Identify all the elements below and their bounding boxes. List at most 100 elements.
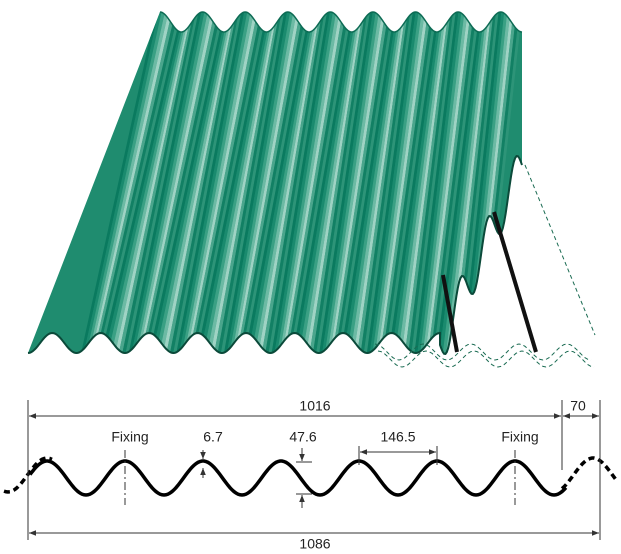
stripe: [349, 12, 411, 354]
sheet-top-edge: [159, 11, 523, 33]
stripe: [204, 12, 283, 354]
stripe: [140, 12, 227, 354]
stripe: [125, 12, 214, 354]
stripe: [428, 12, 480, 354]
profile-drawing: [3, 400, 618, 540]
support: [441, 274, 459, 353]
stripe: [86, 12, 179, 354]
stripe: [292, 12, 360, 354]
stripe: [155, 12, 240, 354]
stripe: [325, 12, 389, 354]
stripe: [83, 12, 176, 354]
stripe: [222, 12, 299, 354]
stripe: [213, 12, 291, 354]
stripe: [68, 12, 163, 354]
stripe: [128, 12, 216, 354]
fixing-label: Fixing: [111, 429, 148, 445]
stripe: [234, 12, 310, 354]
stripe: [240, 12, 315, 354]
stripe: [195, 12, 275, 354]
stripe: [101, 12, 192, 354]
stripe: [219, 12, 296, 354]
fixing-label: Fixing: [501, 429, 538, 445]
stripe: [286, 12, 355, 354]
dimension-label: 47.6: [289, 429, 316, 445]
stripe: [107, 12, 198, 354]
stripe: [258, 12, 331, 354]
stripe: [249, 12, 323, 354]
stripe: [149, 12, 235, 354]
stripe: [343, 12, 405, 354]
stripes: [68, 12, 522, 354]
stripe: [307, 12, 373, 354]
stripe: [255, 12, 328, 354]
stripe: [358, 12, 419, 354]
stripe: [134, 12, 222, 354]
stripe: [77, 12, 171, 354]
stripe: [431, 12, 483, 354]
stripe: [80, 12, 174, 354]
stripe: [422, 12, 475, 354]
stripe: [328, 12, 392, 354]
stripe: [370, 12, 429, 354]
stripe: [346, 12, 408, 354]
stripe: [413, 12, 467, 354]
stripe: [201, 12, 280, 354]
stripe: [92, 12, 184, 354]
stripe: [373, 12, 432, 354]
dimension-label: 1016: [299, 398, 330, 414]
stripe: [186, 12, 267, 354]
stripe: [113, 12, 203, 354]
dimension-label: 1086: [299, 536, 330, 552]
stripe: [319, 12, 384, 354]
stripe: [225, 12, 302, 354]
stripe: [440, 12, 491, 354]
stripe: [252, 12, 326, 354]
stripe: [398, 12, 453, 354]
stripe: [171, 12, 254, 354]
stripe: [419, 12, 472, 354]
stripe: [367, 12, 427, 354]
stripe: [280, 12, 349, 354]
stripe: [110, 12, 200, 354]
stripe: [74, 12, 168, 354]
stripe: [377, 12, 435, 354]
stripe: [228, 12, 304, 354]
stripe: [310, 12, 376, 354]
stripe: [192, 12, 272, 354]
stripe: [146, 12, 232, 354]
stripe: [295, 12, 363, 354]
stripe: [322, 12, 387, 354]
stripe: [189, 12, 270, 354]
stripe: [274, 12, 344, 354]
stripe: [95, 12, 187, 354]
roof-sheet: [27, 11, 596, 368]
stripe: [71, 12, 166, 354]
dimension-label: 6.7: [203, 429, 223, 445]
dimension-label: 70: [570, 398, 586, 414]
stripe: [337, 12, 400, 354]
stripe: [98, 12, 190, 354]
profile-line: [28, 459, 568, 497]
stripe: [410, 12, 464, 354]
stripe: [198, 12, 278, 354]
stripe: [313, 12, 379, 354]
sheet-edge: [27, 155, 523, 355]
ghost-edge: [374, 343, 592, 361]
stripe: [164, 12, 248, 354]
dimension-label: 146.5: [380, 429, 415, 445]
stripe: [401, 12, 456, 354]
stripe: [331, 12, 395, 354]
stripe: [119, 12, 208, 354]
stripe: [246, 12, 320, 354]
profile-lap: [560, 456, 618, 490]
stripe: [304, 12, 371, 354]
stripe: [161, 12, 246, 354]
stripe: [231, 12, 307, 354]
stripe: [355, 12, 416, 354]
stripe: [416, 12, 469, 354]
stripe: [216, 12, 294, 354]
stripe: [352, 12, 413, 354]
stripe: [131, 12, 219, 354]
